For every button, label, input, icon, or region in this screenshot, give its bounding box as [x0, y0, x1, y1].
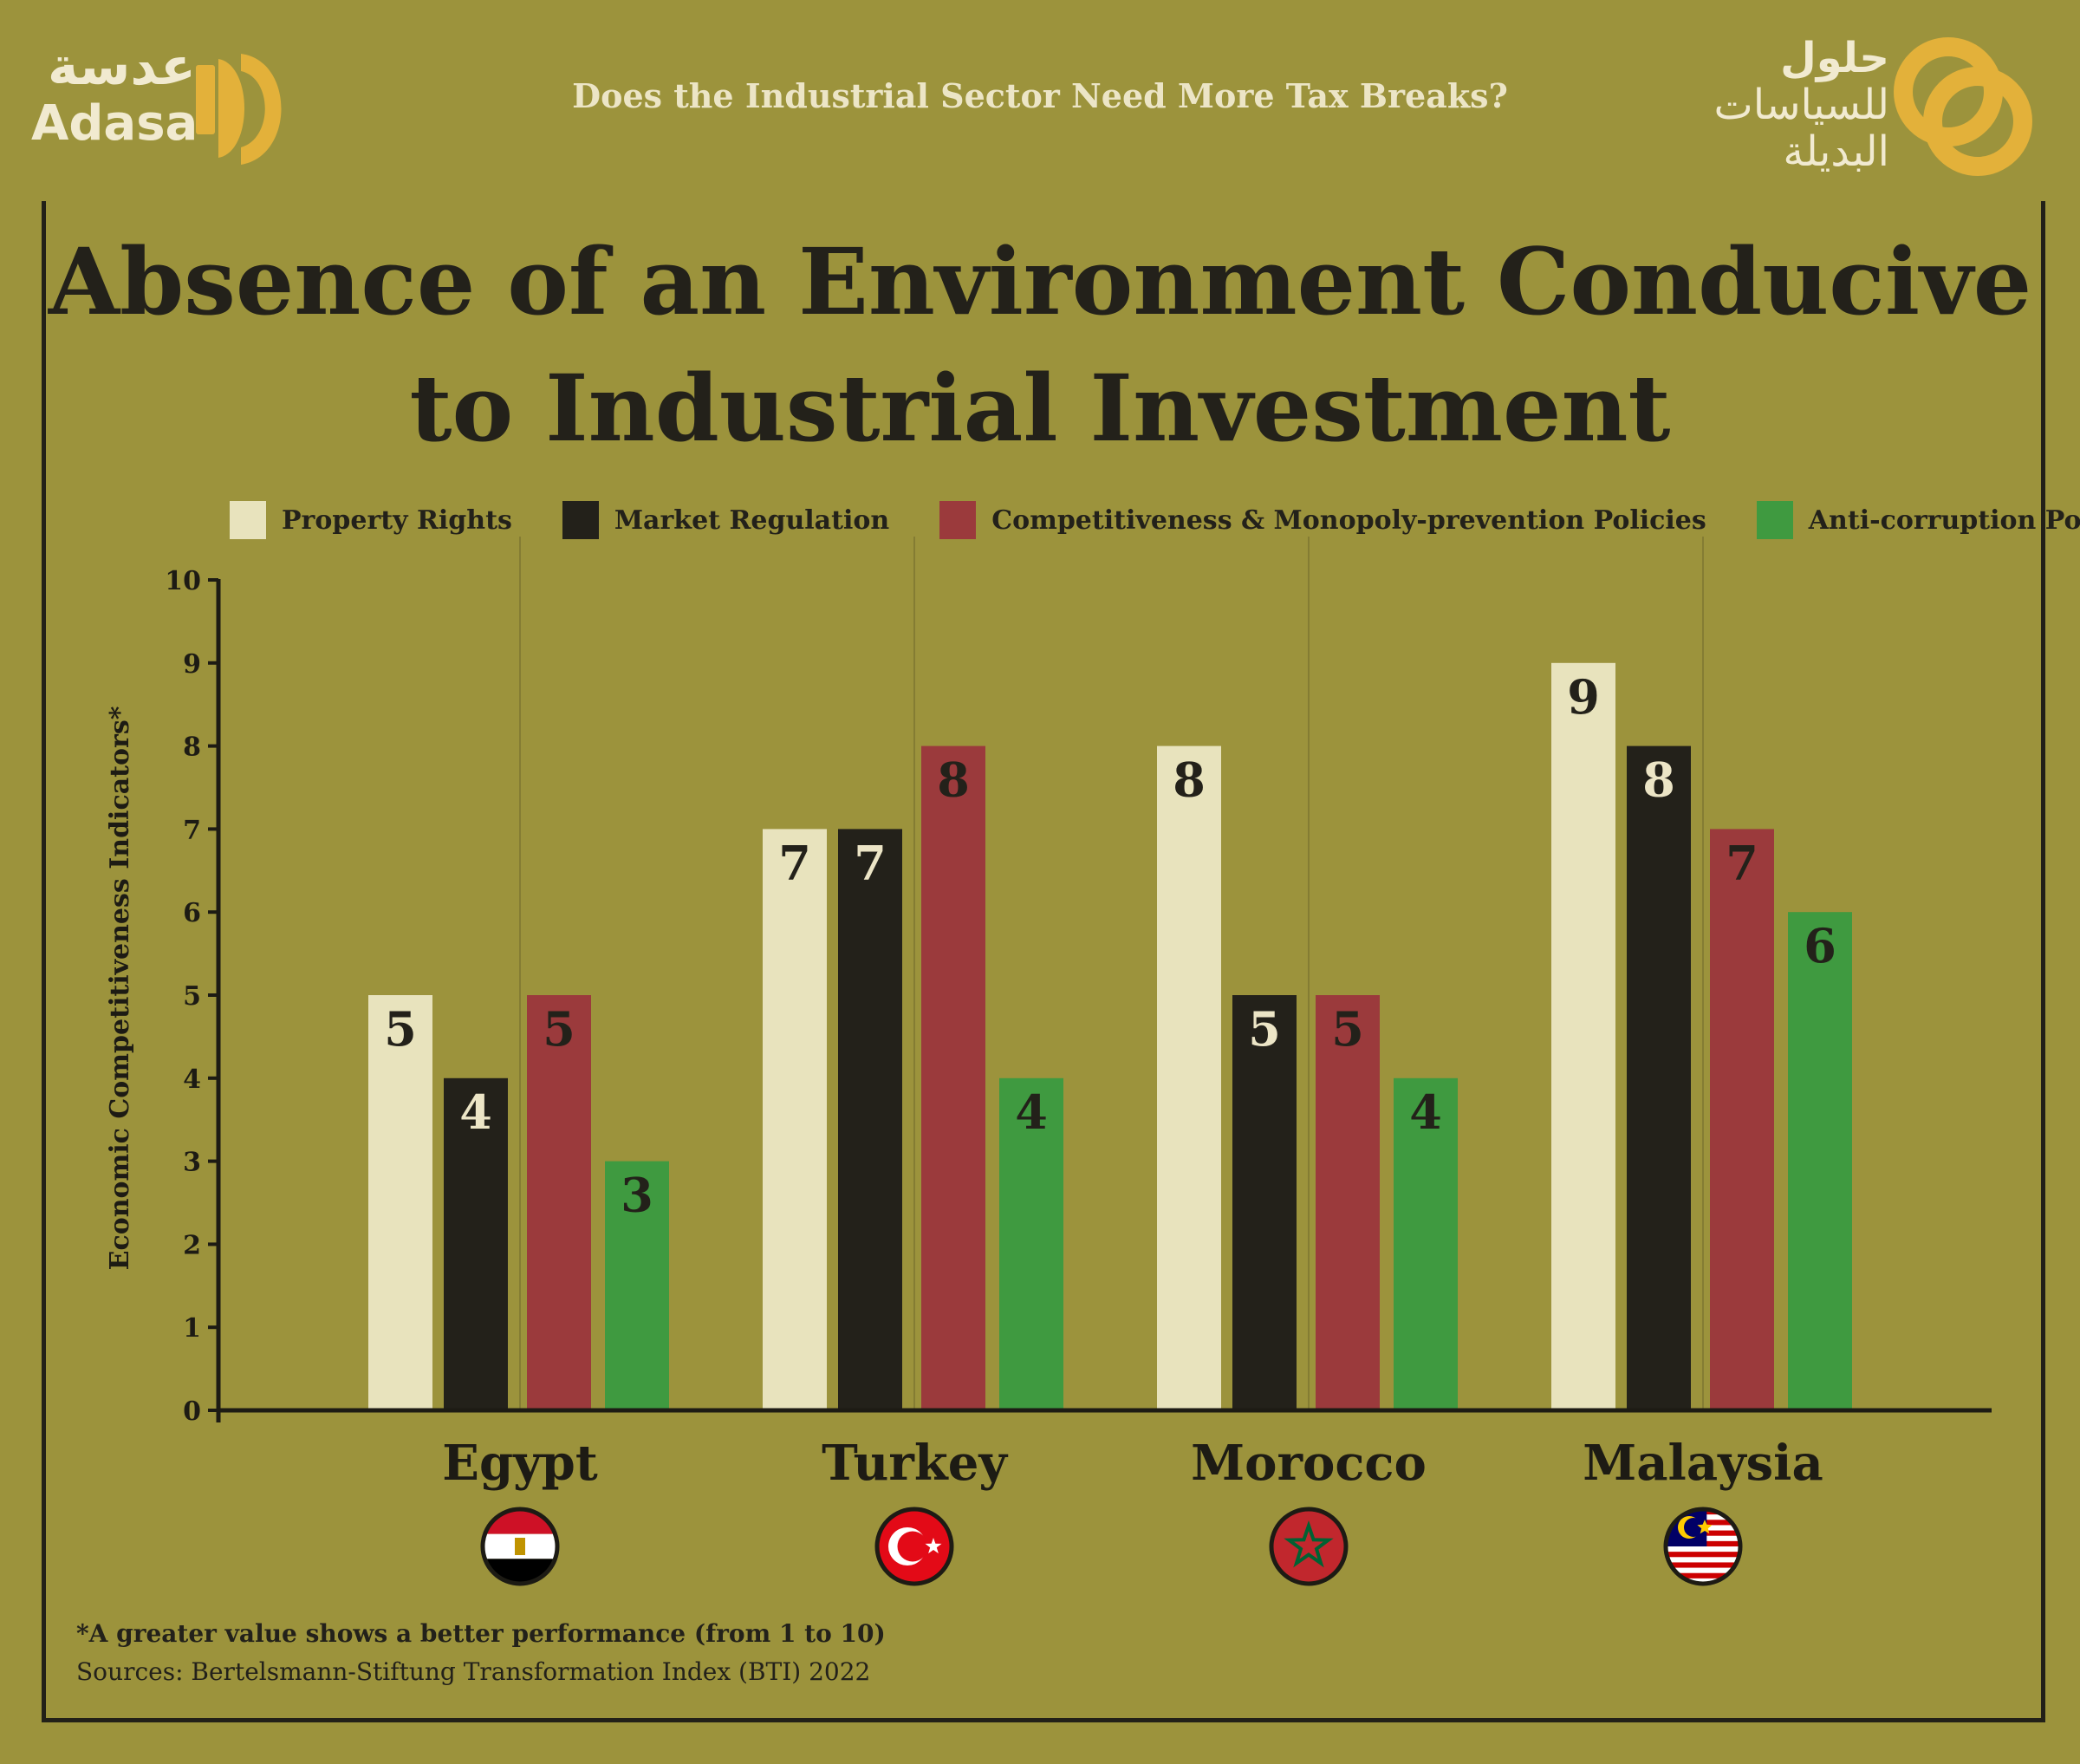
bar — [999, 1077, 1063, 1410]
data-label: 9 — [1567, 669, 1600, 725]
data-label: 8 — [937, 752, 970, 808]
bar — [605, 1161, 669, 1410]
data-label: 4 — [1015, 1084, 1048, 1140]
y-tick-label: 10 — [165, 566, 201, 596]
data-label: 5 — [1248, 1001, 1281, 1057]
data-label: 4 — [1409, 1084, 1442, 1140]
malaysia-flag-icon — [1663, 1507, 1743, 1586]
header-question: Does the Industrial Sector Need More Tax… — [572, 76, 1508, 115]
legend-item-competitiveness: Competitiveness & Monopoly-prevention Po… — [939, 501, 1706, 539]
egypt-flag-icon — [480, 1507, 560, 1586]
data-label: 5 — [543, 1001, 575, 1057]
chart-title-line-2: to Industrial Investment — [409, 354, 1671, 462]
y-tick-label: 7 — [183, 815, 201, 845]
y-tick-label: 9 — [183, 649, 201, 680]
hulul-line-1: حلول — [1780, 34, 1889, 82]
morocco-flag-icon — [1269, 1507, 1349, 1586]
data-label: 6 — [1804, 918, 1836, 973]
data-label: 8 — [1642, 752, 1675, 808]
y-tick-label: 0 — [183, 1396, 201, 1427]
legend-item-property-rights: Property Rights — [230, 501, 512, 539]
y-tick-label: 3 — [183, 1148, 201, 1178]
sources: Sources: Bertelsmann-Stiftung Transforma… — [76, 1657, 871, 1686]
hulul-logo-text: حلول للسياسات البديلة — [1714, 35, 1889, 175]
data-label: 7 — [1726, 835, 1758, 890]
data-label: 5 — [384, 1001, 417, 1057]
footnote: *A greater value shows a better performa… — [76, 1619, 886, 1648]
data-label: 8 — [1173, 752, 1206, 808]
hulul-rings-icon — [1894, 37, 2032, 176]
bar — [838, 829, 902, 1410]
legend-item-anti-corruption: Anti-corruption Policies — [1756, 501, 2080, 539]
y-tick-label: 2 — [183, 1230, 201, 1260]
bar — [1157, 745, 1221, 1410]
bar — [527, 995, 591, 1410]
bar — [1316, 995, 1380, 1410]
adasa-bars-icon — [196, 54, 282, 165]
data-label: 7 — [778, 835, 811, 890]
adasa-logo-arabic: عدسة — [48, 36, 197, 97]
turkey-flag-icon — [874, 1507, 954, 1586]
y-axis-label: Economic Competitiveness Indicators* — [105, 706, 135, 1270]
legend-label: Competitiveness & Monopoly-prevention Po… — [991, 504, 1706, 536]
data-label: 5 — [1331, 1001, 1364, 1057]
y-tick-label: 4 — [183, 1064, 201, 1095]
y-tick-label: 8 — [183, 732, 201, 763]
legend-swatch — [939, 501, 977, 539]
legend-label: Property Rights — [282, 504, 512, 536]
bar — [1232, 995, 1297, 1410]
data-label: 3 — [621, 1168, 653, 1223]
y-tick-label: 6 — [183, 898, 201, 928]
y-tick-label: 5 — [183, 981, 201, 1012]
bar — [444, 1077, 508, 1410]
x-tick-label: Morocco — [1191, 1435, 1427, 1492]
content-frame — [42, 201, 2045, 1722]
adasa-logo-text: Adasa — [31, 95, 198, 152]
hulul-line-3: البديلة — [1783, 127, 1889, 176]
bar — [921, 745, 985, 1410]
bar — [763, 829, 827, 1410]
x-tick-label: Egypt — [442, 1435, 598, 1492]
chart-legend: Property Rights Market Regulation Compet… — [230, 498, 2080, 542]
bar — [1627, 745, 1691, 1410]
bar — [1551, 662, 1615, 1410]
x-tick-label: Malaysia — [1583, 1435, 1823, 1492]
bar — [1394, 1077, 1458, 1410]
adasa-logo — [196, 54, 282, 165]
legend-label: Anti-corruption Policies — [1808, 504, 2080, 536]
legend-swatch — [230, 501, 266, 539]
data-label: 4 — [459, 1084, 492, 1140]
y-tick-label: 1 — [183, 1313, 201, 1344]
bar — [1710, 829, 1774, 1410]
legend-swatch — [562, 501, 599, 539]
legend-item-market-regulation: Market Regulation — [562, 501, 889, 539]
chart-title: Absence of an Environment Conducive to I… — [0, 218, 2080, 472]
chart-title-line-1: Absence of an Environment Conducive — [48, 227, 2032, 335]
legend-swatch — [1756, 501, 1793, 539]
bar — [1788, 912, 1852, 1410]
bar — [368, 995, 432, 1410]
x-tick-label: Turkey — [822, 1435, 1008, 1492]
hulul-line-2: للسياسات — [1713, 81, 1889, 129]
data-label: 7 — [854, 835, 887, 890]
legend-label: Market Regulation — [614, 504, 890, 536]
